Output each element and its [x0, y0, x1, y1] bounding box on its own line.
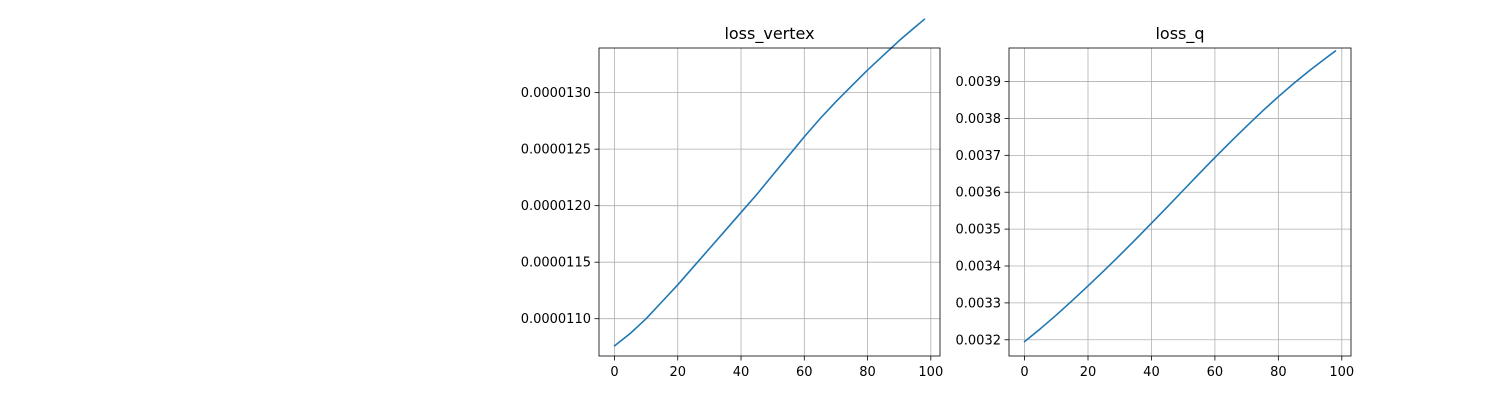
x-tick-label: 0	[1020, 365, 1028, 380]
x-tick-label: 80	[1270, 365, 1287, 380]
x-tick-label: 0	[610, 365, 618, 380]
chart-loss-vertex: 0 20 40 60 80 100 0.0000110 0.0000115 0.0000120 0…	[521, 18, 944, 380]
y-tick-label: 0.0000130	[521, 86, 591, 101]
x-tick-label: 60	[1207, 365, 1224, 380]
ticks-loss-vertex: 0 20 40 60 80 100 0.0000110 0.0000115 0.0000120 0…	[521, 86, 944, 380]
y-tick-label: 0.0000120	[521, 199, 591, 214]
plot-area-loss-q	[1008, 47, 1352, 357]
plot-area-loss-vertex	[598, 47, 941, 357]
x-tick-label: 100	[918, 365, 943, 380]
y-tick-label: 0.0032	[956, 333, 1002, 348]
chart-title-loss-vertex: loss_vertex	[724, 24, 814, 44]
y-tick-label: 0.0000125	[521, 143, 591, 158]
x-tick-label: 80	[859, 365, 876, 380]
y-tick-label: 0.0034	[956, 259, 1002, 274]
series-line-loss-vertex	[613, 18, 926, 347]
chart-loss-q: 0 20 40 60 80 100 0.0032 0.0033 0.0034 0.0035 0.00…	[956, 24, 1355, 380]
chart-title-loss-q: loss_q	[1155, 24, 1204, 44]
y-tick-label: 0.0037	[956, 149, 1002, 164]
y-tick-label: 0.0038	[956, 112, 1002, 127]
series-line-loss-q	[1023, 50, 1337, 343]
series-loss-q	[1023, 50, 1337, 343]
y-tick-label: 0.0033	[956, 296, 1002, 311]
x-tick-label: 20	[1080, 365, 1097, 380]
series-loss-vertex	[613, 18, 926, 347]
ticks-loss-q: 0 20 40 60 80 100 0.0032 0.0033 0.0034 0.0035 0.00…	[956, 75, 1355, 380]
grid-loss-vertex	[599, 48, 940, 356]
x-tick-label: 40	[1143, 365, 1160, 380]
x-tick-label: 20	[669, 365, 686, 380]
y-tick-label: 0.0039	[956, 75, 1002, 90]
y-tick-label: 0.0035	[956, 223, 1002, 238]
y-tick-label: 0.0000115	[521, 256, 591, 271]
y-tick-label: 0.0000110	[521, 312, 591, 327]
y-tick-label: 0.0036	[956, 186, 1002, 201]
x-tick-label: 40	[733, 365, 750, 380]
grid-loss-q	[1009, 48, 1351, 356]
x-tick-label: 60	[796, 365, 813, 380]
x-tick-label: 100	[1329, 365, 1354, 380]
